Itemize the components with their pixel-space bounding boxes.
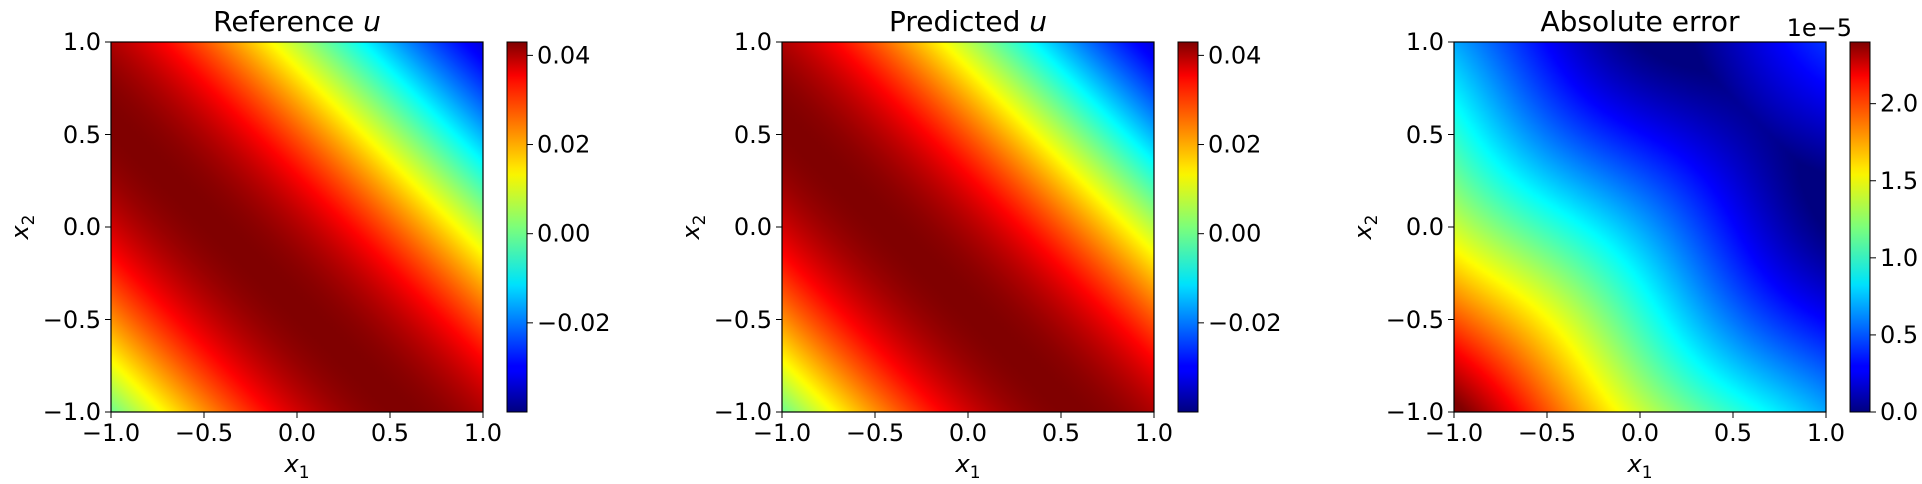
y-tick-label: 0.0: [63, 213, 101, 241]
x-tick-label: 0.5: [1042, 419, 1080, 447]
x-tick-label: 1.0: [1135, 419, 1173, 447]
colorbar: −0.02 0.00 0.02 0.04: [1177, 41, 1282, 413]
y-tick-label: 0.0: [734, 213, 772, 241]
colorbar-tick-label: 0.04: [537, 41, 590, 69]
y-axis-label: x2: [677, 214, 710, 240]
y-tick-label: 0.5: [734, 121, 772, 149]
colorbar-ticks: −0.02 0.00 0.02 0.04: [1198, 41, 1282, 337]
colorbar-tick-label: 0.00: [537, 220, 590, 248]
y-axis-label: x2: [1349, 214, 1382, 240]
y-tick-label: 0.5: [1406, 121, 1444, 149]
panel-title: Reference u: [213, 5, 381, 38]
colorbar-tick-label: 1.0: [1880, 244, 1918, 272]
colorbar: −0.02 0.00 0.02 0.04: [506, 41, 611, 413]
y-ticks: −1.0 −0.5 0.0 0.5 1.0: [43, 28, 111, 426]
x-tick-label: 0.0: [949, 419, 987, 447]
colorbar-ticks: −0.02 0.00 0.02 0.04: [527, 41, 611, 337]
x-tick-label: 0.0: [1621, 419, 1659, 447]
x-tick-label: −1.0: [753, 419, 811, 447]
y-tick-label: −0.5: [1386, 306, 1444, 334]
x-tick-label: −0.5: [175, 419, 233, 447]
colorbar-tick-label: 0.5: [1880, 321, 1918, 349]
x-tick-label: −0.5: [1518, 419, 1576, 447]
x-tick-label: 1.0: [1807, 419, 1845, 447]
x-tick-label: −0.5: [846, 419, 904, 447]
heatmap-image: [111, 42, 483, 412]
colorbar-gradient: [1177, 41, 1199, 413]
panel-title: Absolute error: [1540, 5, 1740, 38]
colorbar-gradient: [506, 41, 528, 413]
colorbar-tick-label: −0.02: [537, 309, 611, 337]
y-tick-label: −0.5: [43, 306, 101, 334]
colorbar-ticks: 0.0 0.5 1.0 1.5 2.0: [1870, 90, 1918, 426]
colorbar-tick-label: 0.00: [1208, 220, 1261, 248]
x-tick-label: −1.0: [82, 419, 140, 447]
x-axis-label: x1: [1626, 450, 1652, 483]
y-tick-label: −1.0: [1386, 398, 1444, 426]
y-tick-label: 1.0: [734, 28, 772, 56]
colorbar-tick-label: 0.0: [1880, 398, 1918, 426]
x-tick-label: 0.5: [371, 419, 409, 447]
y-axis-label: x2: [6, 214, 39, 240]
panel-predicted: Predicted u −1.0 −0.5 0.0 0.5 1.0 −1.0 −…: [677, 5, 1282, 483]
colorbar-gradient: [1849, 41, 1871, 413]
colorbar-tick-label: 0.04: [1208, 41, 1261, 69]
x-tick-label: 1.0: [464, 419, 502, 447]
colorbar-offset-label: 1e−5: [1787, 14, 1852, 42]
x-tick-label: −1.0: [1425, 419, 1483, 447]
heatmap-image: [1454, 42, 1826, 412]
y-tick-label: −0.5: [714, 306, 772, 334]
heatmap-image: [782, 42, 1154, 412]
y-tick-label: −1.0: [714, 398, 772, 426]
colorbar-tick-label: 2.0: [1880, 90, 1918, 118]
x-ticks: −1.0 −0.5 0.0 0.5 1.0: [82, 412, 502, 447]
panel-reference: Reference u −1.0 −0.5 0.0 0.5 1.0 −1.0 −…: [6, 5, 611, 483]
y-tick-label: 0.5: [63, 121, 101, 149]
x-tick-label: 0.0: [278, 419, 316, 447]
x-axis-label: x1: [283, 450, 309, 483]
y-ticks: −1.0 −0.5 0.0 0.5 1.0: [1386, 28, 1454, 426]
y-tick-label: 1.0: [63, 28, 101, 56]
x-ticks: −1.0 −0.5 0.0 0.5 1.0: [1425, 412, 1845, 447]
panel-absolute-error: Absolute error −1.0 −0.5 0.0 0.5 1.0 −1.…: [1349, 5, 1918, 483]
y-tick-label: 0.0: [1406, 213, 1444, 241]
panel-title: Predicted u: [889, 5, 1047, 38]
colorbar-tick-label: 0.02: [537, 131, 590, 159]
colorbar-tick-label: −0.02: [1208, 309, 1282, 337]
x-tick-label: 0.5: [1714, 419, 1752, 447]
y-ticks: −1.0 −0.5 0.0 0.5 1.0: [714, 28, 782, 426]
y-tick-label: −1.0: [43, 398, 101, 426]
colorbar-tick-label: 1.5: [1880, 167, 1918, 195]
x-ticks: −1.0 −0.5 0.0 0.5 1.0: [753, 412, 1173, 447]
y-tick-label: 1.0: [1406, 28, 1444, 56]
x-axis-label: x1: [954, 450, 980, 483]
colorbar-tick-label: 0.02: [1208, 131, 1261, 159]
colorbar: 0.0 0.5 1.0 1.5 2.0 1e−5: [1787, 14, 1919, 426]
